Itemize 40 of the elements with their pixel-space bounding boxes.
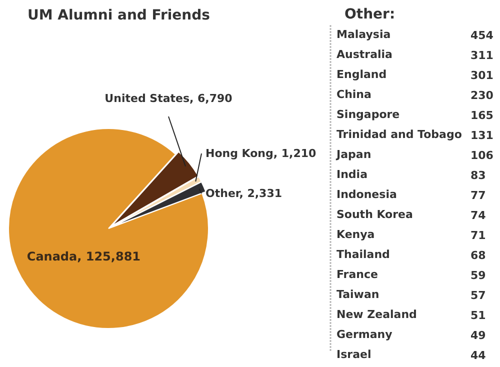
- category-label: Thailand: [336, 248, 390, 261]
- data-label: 51: [470, 309, 486, 322]
- slice-label: Other, 2,331: [206, 187, 282, 200]
- category-label: Singapore: [336, 108, 400, 121]
- data-label: 49: [470, 329, 486, 342]
- category-label: Israel: [336, 348, 372, 361]
- category-label: New Zealand: [336, 308, 417, 321]
- data-label: 68: [470, 249, 486, 262]
- category-label: Australia: [336, 48, 392, 61]
- data-label: 83: [470, 169, 486, 182]
- category-label: France: [336, 268, 378, 281]
- data-label: 131: [470, 129, 494, 142]
- data-label: 301: [470, 69, 494, 82]
- slice-label: United States, 6,790: [104, 92, 233, 105]
- data-label: 106: [470, 149, 494, 162]
- category-label: Indonesia: [336, 188, 397, 201]
- data-label: 165: [470, 109, 494, 122]
- category-label: China: [336, 88, 372, 101]
- category-label: India: [336, 168, 368, 181]
- data-label: 59: [470, 269, 486, 282]
- chart-title: UM Alumni and Friends: [28, 8, 210, 24]
- data-label: 454: [470, 29, 494, 42]
- category-label: Kenya: [336, 228, 375, 241]
- category-label: Japan: [336, 148, 372, 161]
- data-label: 44: [470, 349, 486, 362]
- category-label: Taiwan: [336, 288, 380, 301]
- data-label: 311: [470, 49, 494, 62]
- category-label: England: [336, 68, 387, 81]
- slice-label: Hong Kong, 1,210: [206, 147, 317, 160]
- data-label: 77: [470, 189, 486, 202]
- data-label: 230: [470, 89, 494, 102]
- category-label: Trinidad and Tobago: [336, 128, 462, 141]
- data-label: 71: [470, 229, 486, 242]
- category-label: Malaysia: [336, 28, 391, 41]
- category-label: South Korea: [336, 208, 413, 221]
- slice-label: Canada, 125,881: [26, 250, 141, 264]
- text: Other:: [344, 6, 396, 22]
- data-label: 57: [470, 289, 486, 302]
- data-label: 74: [470, 209, 486, 222]
- category-label: Germany: [336, 328, 392, 341]
